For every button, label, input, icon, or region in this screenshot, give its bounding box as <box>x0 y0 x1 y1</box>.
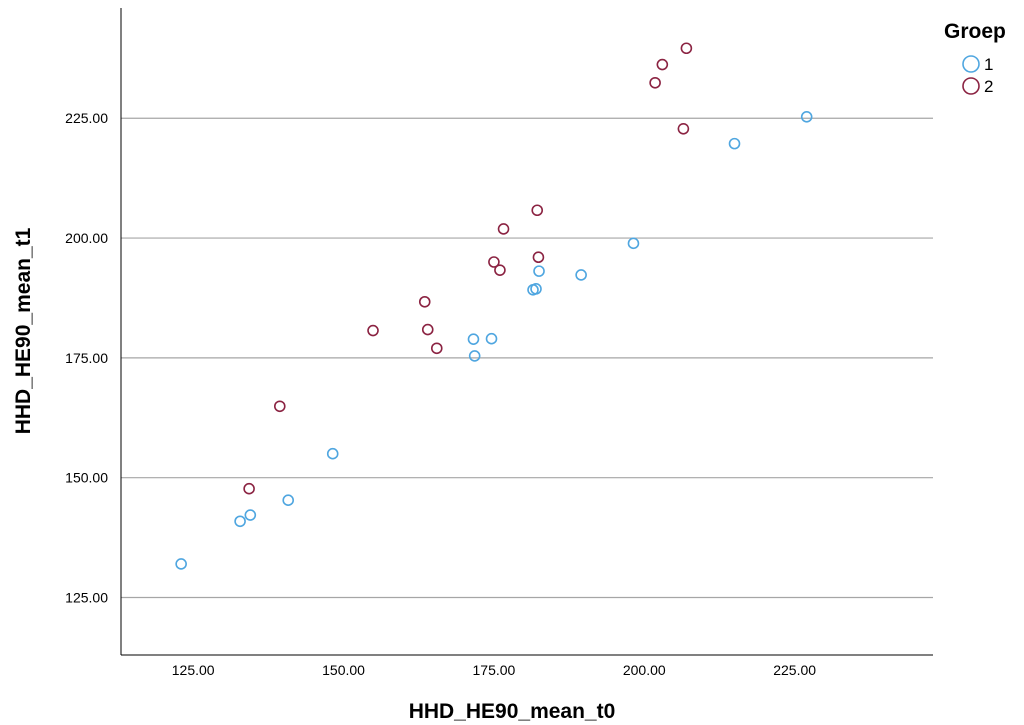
y-tick-labels: 125.00 150.00 175.00 200.00 225.00 <box>65 110 108 605</box>
data-point-group-2 <box>497 223 510 235</box>
data-point-group-1 <box>467 333 480 345</box>
legend-marker-group-1 <box>962 55 980 73</box>
y-tick-label: 125.00 <box>65 589 108 605</box>
data-point-group-1 <box>627 237 640 250</box>
data-point-group-2 <box>680 42 693 55</box>
data-point-group-1 <box>533 265 545 277</box>
data-point-group-2 <box>656 58 669 71</box>
x-tick-label: 125.00 <box>172 662 215 678</box>
data-point-group-1 <box>175 558 187 570</box>
y-axis-title: HHD_HE90_mean_t1 <box>12 227 35 434</box>
y-tick-label: 150.00 <box>65 470 108 486</box>
data-point-group-2 <box>677 122 690 135</box>
data-point-group-2 <box>421 323 434 336</box>
data-point-group-2 <box>418 295 431 308</box>
data-point-group-2 <box>532 251 545 264</box>
x-axis-title: HHD_HE90_mean_t0 <box>409 700 616 723</box>
data-point-group-1 <box>282 494 295 506</box>
legend-label-group-1: 1 <box>984 55 993 74</box>
data-point-group-1 <box>244 509 257 521</box>
x-tick-label: 225.00 <box>773 662 816 678</box>
data-point-group-1 <box>234 515 246 528</box>
data-point-group-2 <box>649 76 661 89</box>
legend: Groep 12 <box>944 20 1006 96</box>
data-point-group-1 <box>485 332 498 345</box>
axes <box>120 8 933 656</box>
x-tick-label: 150.00 <box>322 662 365 678</box>
y-tick-label: 200.00 <box>65 230 108 246</box>
grid-lines <box>121 117 933 599</box>
data-point-group-2 <box>430 342 443 355</box>
data-point-group-1 <box>800 110 813 123</box>
y-tick-label: 175.00 <box>65 350 108 366</box>
data-point-group-2 <box>494 264 506 276</box>
data-point-group-1 <box>728 137 741 150</box>
data-point-group-2 <box>531 204 544 217</box>
x-tick-labels: 125.00 150.00 175.00 200.00 225.00 <box>172 662 817 678</box>
legend-label-group-2: 2 <box>984 77 993 96</box>
legend-title: Groep <box>944 20 1006 43</box>
data-point-group-2 <box>488 256 500 268</box>
x-tick-label: 175.00 <box>473 662 516 678</box>
data-point-group-2 <box>367 324 379 337</box>
data-point-group-2 <box>273 400 286 413</box>
data-point-group-1 <box>468 350 481 362</box>
data-point-group-1 <box>326 447 339 460</box>
x-tick-label: 200.00 <box>623 662 666 678</box>
legend-marker-group-2 <box>962 77 980 95</box>
y-tick-label: 225.00 <box>65 110 108 126</box>
data-point-group-1 <box>575 269 587 281</box>
data-point-group-1 <box>530 283 542 295</box>
legend-items: 12 <box>962 55 993 96</box>
data-points <box>175 42 813 570</box>
data-point-group-2 <box>243 482 255 495</box>
